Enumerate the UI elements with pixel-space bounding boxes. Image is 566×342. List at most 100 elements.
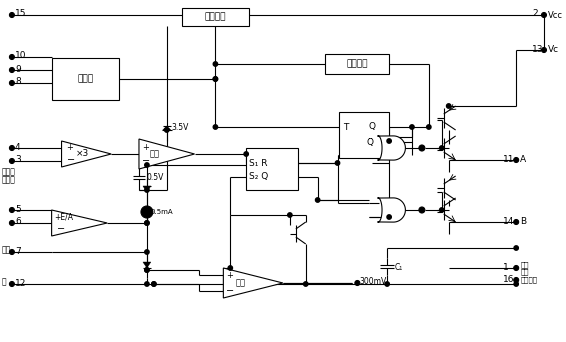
Circle shape — [145, 268, 149, 272]
Text: B: B — [520, 218, 526, 226]
Text: +: + — [226, 271, 233, 279]
Circle shape — [228, 266, 233, 270]
Text: −: − — [67, 155, 75, 165]
Circle shape — [419, 207, 425, 213]
Circle shape — [440, 208, 444, 212]
Text: 300mV: 300mV — [359, 277, 387, 287]
Polygon shape — [378, 136, 405, 160]
Circle shape — [387, 215, 391, 219]
Circle shape — [410, 125, 414, 129]
Text: −: − — [57, 224, 65, 234]
Text: 8: 8 — [15, 78, 20, 87]
Bar — [182, 8, 249, 26]
Circle shape — [387, 139, 391, 143]
Polygon shape — [143, 186, 151, 192]
Text: S₂ Q: S₂ Q — [249, 172, 268, 182]
Polygon shape — [52, 210, 107, 236]
Text: T: T — [344, 122, 349, 132]
Circle shape — [542, 48, 546, 53]
Circle shape — [145, 268, 149, 272]
Text: 电流测: 电流测 — [2, 168, 16, 176]
Circle shape — [10, 13, 14, 17]
Text: 16: 16 — [503, 275, 515, 284]
Text: 振荡器: 振荡器 — [78, 75, 93, 83]
Polygon shape — [143, 262, 151, 268]
Circle shape — [514, 158, 518, 162]
Circle shape — [542, 13, 546, 17]
Circle shape — [10, 281, 14, 287]
Circle shape — [419, 145, 425, 151]
Text: Vcc: Vcc — [548, 11, 563, 19]
Polygon shape — [163, 126, 171, 130]
Circle shape — [514, 246, 518, 250]
Text: 比较: 比较 — [150, 149, 160, 158]
Circle shape — [514, 220, 518, 224]
Text: 7: 7 — [15, 247, 20, 255]
Circle shape — [213, 77, 217, 81]
Text: 基准电压: 基准电压 — [205, 13, 226, 22]
Text: +: + — [142, 143, 149, 152]
Circle shape — [427, 125, 431, 129]
Circle shape — [355, 280, 360, 286]
Circle shape — [514, 282, 518, 286]
Circle shape — [385, 282, 389, 286]
Circle shape — [145, 221, 149, 225]
Circle shape — [514, 265, 518, 271]
Bar — [325, 54, 389, 74]
Circle shape — [10, 54, 14, 60]
Text: +: + — [67, 144, 74, 153]
Circle shape — [10, 208, 14, 212]
Polygon shape — [139, 139, 195, 169]
Circle shape — [288, 213, 292, 217]
Text: 欠压锁定: 欠压锁定 — [346, 60, 367, 68]
Circle shape — [440, 146, 444, 150]
Polygon shape — [62, 141, 111, 167]
Circle shape — [10, 145, 14, 150]
Bar — [340, 112, 389, 158]
Text: 15: 15 — [15, 10, 27, 18]
Text: 地: 地 — [2, 277, 7, 287]
Text: 电流
限制: 电流 限制 — [520, 261, 529, 275]
Text: 10: 10 — [15, 52, 27, 61]
Bar — [52, 58, 119, 100]
Circle shape — [145, 221, 149, 225]
Circle shape — [10, 158, 14, 163]
Bar — [246, 148, 298, 190]
Circle shape — [213, 62, 217, 66]
Text: −: − — [142, 156, 150, 166]
Text: 1: 1 — [503, 263, 509, 272]
Circle shape — [152, 282, 156, 286]
Text: A: A — [520, 156, 526, 165]
Circle shape — [244, 152, 248, 156]
Text: 13: 13 — [532, 44, 543, 53]
Circle shape — [213, 125, 217, 129]
Circle shape — [315, 198, 320, 202]
Circle shape — [145, 250, 149, 254]
Text: 0.5mA: 0.5mA — [151, 209, 174, 215]
Circle shape — [152, 282, 156, 286]
Text: 5: 5 — [15, 205, 20, 213]
Text: +E/A: +E/A — [54, 212, 74, 222]
Text: 定信号: 定信号 — [2, 175, 16, 184]
Text: 14: 14 — [503, 216, 514, 225]
Circle shape — [213, 77, 217, 81]
Circle shape — [10, 221, 14, 225]
Circle shape — [10, 67, 14, 73]
Text: 比较: 比较 — [235, 278, 245, 288]
Text: 6: 6 — [15, 218, 20, 226]
Circle shape — [141, 206, 153, 218]
Text: 2: 2 — [532, 10, 538, 18]
Circle shape — [165, 128, 169, 132]
Polygon shape — [224, 268, 283, 298]
Text: 9: 9 — [15, 65, 20, 74]
Circle shape — [10, 80, 14, 86]
Text: 11: 11 — [503, 155, 515, 163]
Text: 0.5V: 0.5V — [147, 172, 164, 182]
Text: 3: 3 — [15, 156, 20, 165]
Circle shape — [303, 282, 308, 286]
Text: ×3: ×3 — [75, 149, 89, 158]
Circle shape — [447, 104, 451, 108]
Text: S₁ R: S₁ R — [249, 158, 268, 168]
Text: 补偿: 补偿 — [2, 246, 11, 254]
Text: 关闭信号: 关闭信号 — [520, 277, 537, 283]
